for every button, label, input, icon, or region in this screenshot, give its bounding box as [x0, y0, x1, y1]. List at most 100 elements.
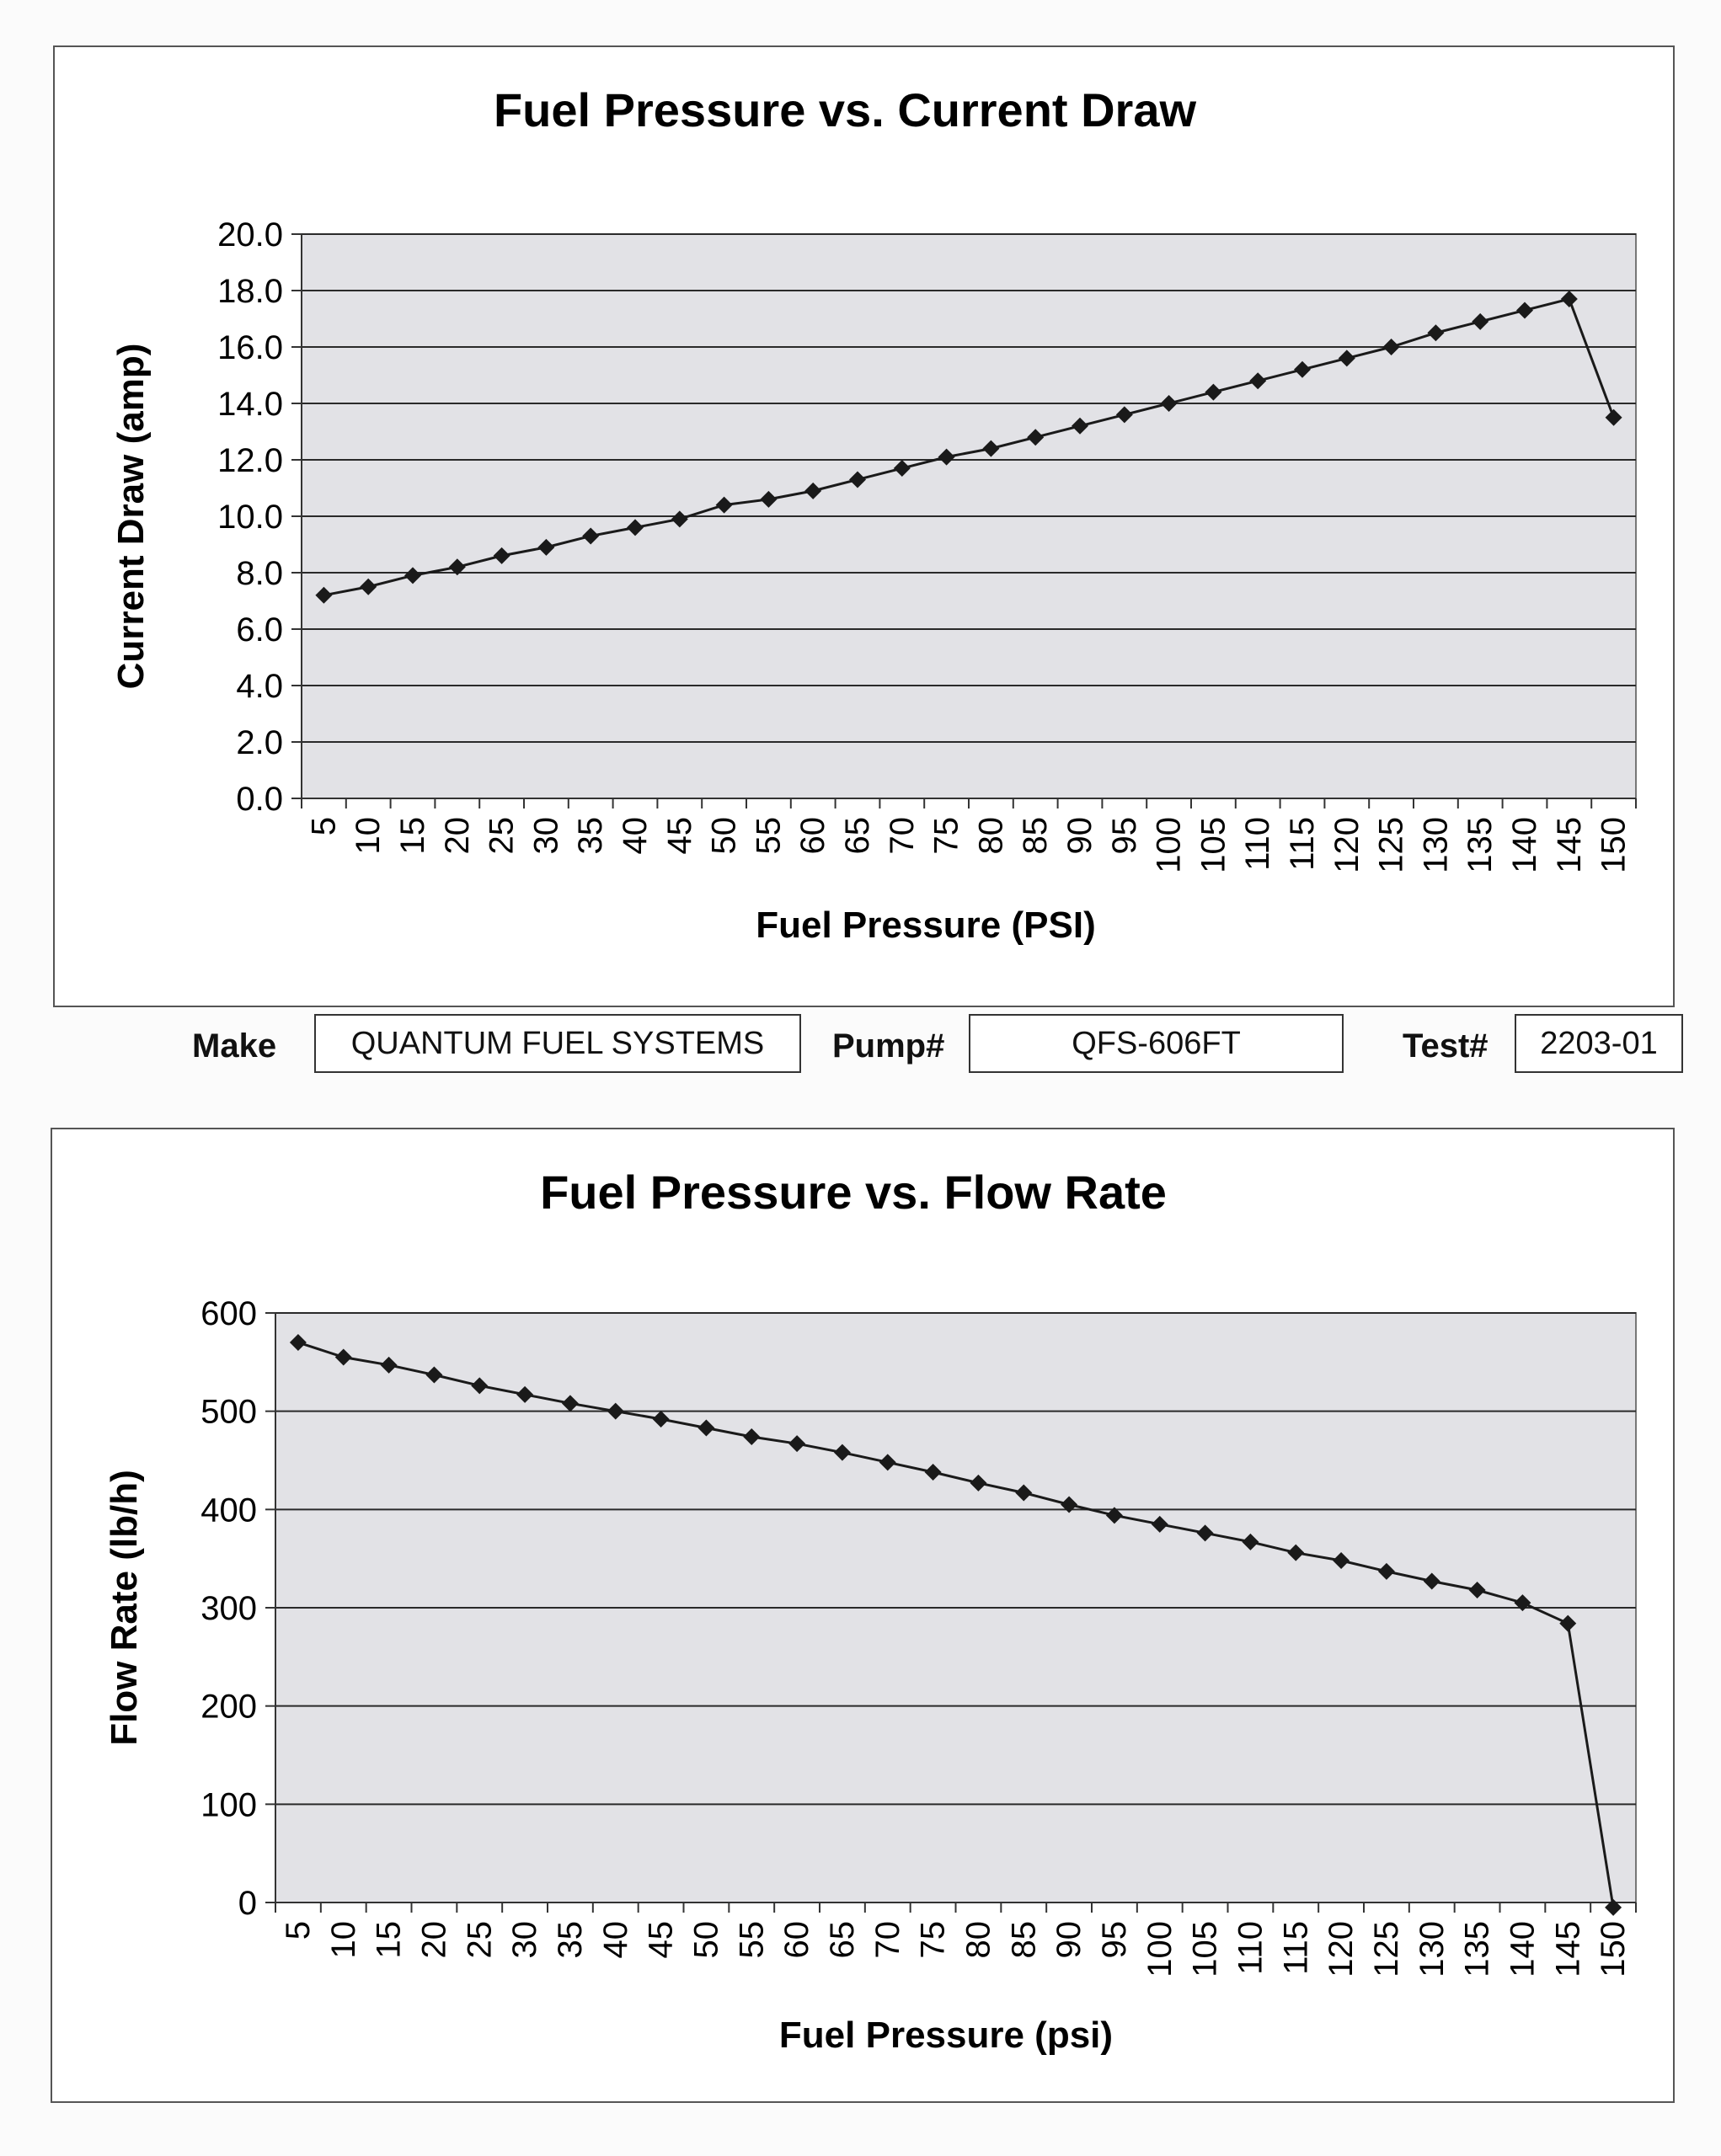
data-point [1472, 312, 1489, 330]
x-tick-label: 140 [1504, 1921, 1541, 1977]
data-point [1559, 1614, 1577, 1632]
x-tick-label: 55 [733, 1921, 770, 1959]
y-tick-label: 0 [238, 1885, 257, 1922]
x-tick-label: 90 [1050, 1921, 1088, 1959]
y-tick-label: 4.0 [236, 668, 283, 705]
data-point [938, 448, 955, 466]
x-tick-label: 35 [552, 1921, 589, 1959]
x-tick-label: 60 [794, 817, 831, 855]
x-tick-label: 140 [1506, 817, 1543, 873]
series-line [323, 297, 1616, 597]
data-point [607, 1402, 624, 1420]
x-tick-label: 100 [1141, 1921, 1179, 1977]
x-tick-label: 115 [1277, 1921, 1314, 1975]
data-point [1514, 1594, 1531, 1612]
chart-title: Fuel Pressure vs. Current Draw [494, 83, 1197, 136]
data-point [849, 471, 866, 488]
pump-number-field: QFS-606FT [969, 1014, 1344, 1073]
y-tick-label: 300 [200, 1590, 257, 1627]
x-tick-label: 45 [661, 817, 698, 855]
data-point [804, 482, 822, 499]
data-point [1105, 1507, 1123, 1524]
x-tick-label: 120 [1323, 1921, 1360, 1977]
data-point [1516, 302, 1533, 319]
data-point [1061, 1496, 1078, 1513]
data-point [493, 547, 510, 564]
pump-info-row: Make QUANTUM FUEL SYSTEMS Pump# QFS-606F… [0, 1011, 1721, 1095]
data-point [1377, 1562, 1395, 1580]
x-tick-label: 80 [959, 1921, 997, 1959]
data-point [561, 1395, 579, 1412]
data-point [1072, 417, 1088, 435]
data-point [1427, 324, 1445, 342]
data-point [471, 1377, 489, 1395]
data-point [334, 1348, 352, 1366]
x-tick-label: 5 [305, 817, 342, 835]
x-tick-label: 80 [972, 817, 1009, 855]
x-tick-label: 145 [1551, 817, 1588, 873]
data-point [1338, 350, 1355, 367]
data-point [970, 1474, 987, 1492]
y-tick-label: 18.0 [217, 273, 283, 310]
y-tick-label: 600 [200, 1295, 257, 1332]
current-draw-chart: Fuel Pressure vs. Current Draw 0.0 2.0 4.0 6… [53, 45, 1675, 1007]
current-draw-chart-svg: Fuel Pressure vs. Current Draw 0.0 2.0 4.0 6… [110, 83, 1637, 946]
data-point [1027, 429, 1045, 446]
x-tick-label: 25 [484, 817, 521, 855]
data-point [760, 490, 778, 508]
test-label: Test# [1403, 1027, 1489, 1065]
x-tick-label: 110 [1239, 817, 1276, 871]
data-point [582, 527, 600, 545]
data-point [1242, 1533, 1259, 1550]
x-tick-label: 120 [1328, 817, 1366, 873]
data-point [1015, 1484, 1033, 1502]
x-tick-label: 125 [1373, 817, 1410, 873]
y-axis-title: Current Draw (amp) [110, 344, 152, 690]
x-tick-label: 10 [350, 817, 387, 855]
data-point [380, 1356, 398, 1374]
x-tick-label: 35 [572, 817, 609, 855]
y-tick-label: 400 [200, 1492, 257, 1529]
x-tick-label: 105 [1195, 817, 1232, 873]
x-tick-label: 40 [597, 1921, 634, 1959]
x-tick-label: 20 [439, 817, 476, 855]
x-tick-label: 125 [1368, 1921, 1405, 1977]
data-point [1382, 339, 1400, 355]
data-point [715, 496, 733, 514]
x-tick-label: 55 [750, 817, 787, 855]
x-tick-label: 145 [1549, 1921, 1586, 1977]
x-tick-label: 150 [1595, 817, 1633, 873]
data-point [893, 460, 911, 478]
x-tick-label: 135 [1459, 1921, 1496, 1977]
x-tick-label: 75 [928, 817, 965, 855]
flow-rate-chart: Fuel Pressure vs. Flow Rate 0 100 200 300 400… [51, 1128, 1675, 2103]
y-tick-label: 2.0 [236, 724, 283, 761]
x-tick-label: 25 [461, 1921, 498, 1959]
y-tick-label: 14.0 [217, 386, 283, 423]
x-tick-label: 50 [687, 1921, 724, 1959]
x-tick-label: 75 [915, 1921, 952, 1959]
x-tick-label: 130 [1417, 817, 1454, 873]
x-tick-label: 95 [1106, 817, 1143, 855]
x-tick-label: 100 [1151, 817, 1188, 873]
x-axis-title: Fuel Pressure (PSI) [756, 905, 1095, 946]
data-point [1205, 383, 1222, 401]
data-point [516, 1385, 534, 1403]
make-field: QUANTUM FUEL SYSTEMS [314, 1014, 801, 1073]
y-tick-label: 10.0 [217, 499, 283, 536]
data-point [404, 567, 421, 584]
data-point [652, 1411, 670, 1428]
y-tick-label: 500 [200, 1394, 257, 1431]
data-point [1423, 1572, 1440, 1590]
x-tick-label: 150 [1595, 1921, 1632, 1977]
y-tick-label: 12.0 [217, 442, 283, 479]
x-tick-label: 70 [869, 1921, 906, 1959]
data-point [1294, 360, 1311, 378]
data-point [1560, 291, 1578, 308]
flow-rate-chart-svg: Fuel Pressure vs. Flow Rate 0 100 200 300 400… [104, 1166, 1637, 2056]
x-tick-label: 15 [394, 817, 431, 855]
data-point [315, 586, 333, 604]
x-tick-label: 30 [506, 1921, 543, 1959]
y-tick-label: 16.0 [217, 329, 283, 366]
data-point [1249, 372, 1267, 390]
